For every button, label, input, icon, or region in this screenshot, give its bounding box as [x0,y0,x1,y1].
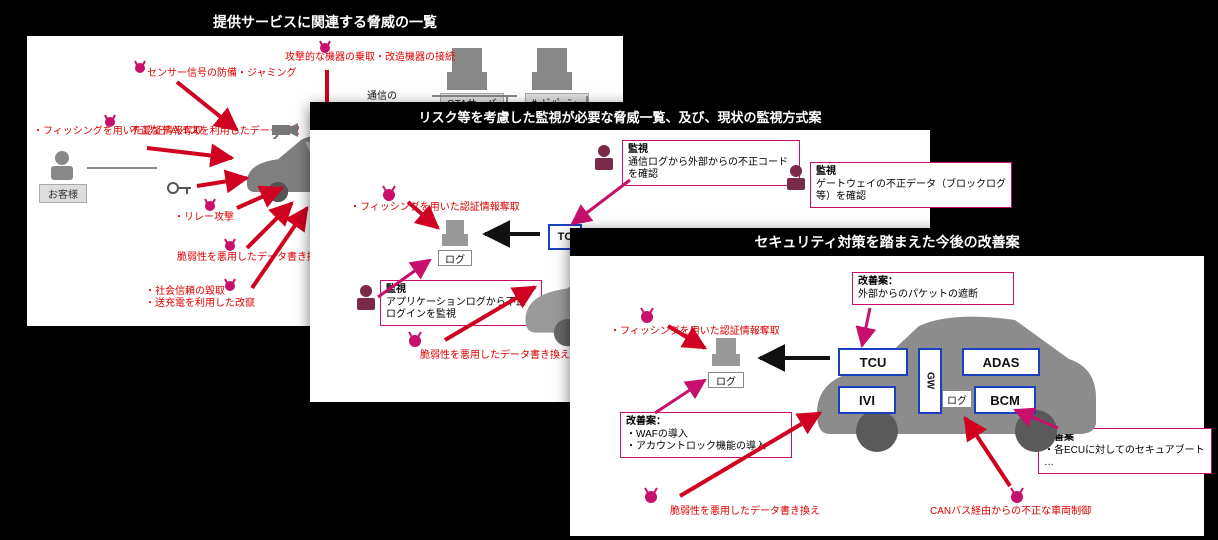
monitor-body: アプリケーションログから不正 ログインを監視 [386,297,536,322]
monitor-hdr: 監視 [628,144,794,157]
monitor-hdr: 監視 [386,284,536,297]
person-icon [354,284,378,310]
s3-phishing: ・フィッシングを用いた認証情報奪取 [610,326,780,338]
slide1-title: 提供サービスに関連する脅威の一覧 [27,8,623,36]
improve-body: ・WAFの導入 ・アカウントロック機能の導入 [626,429,786,454]
devil-icon [1008,486,1026,509]
devil-icon [317,38,333,59]
devil-icon [132,58,148,79]
log-server-icon [440,220,474,250]
s3-vuln: 脆弱性を悪用したデータ書き換え [670,506,820,518]
key-icon [167,180,193,196]
devil-icon [638,306,656,329]
car-icon [802,300,1102,460]
devil-icon [202,196,218,217]
improve-waf-box: 改善案： ・WAFの導入 ・アカウントロック機能の導入 [620,412,792,458]
devil-icon [642,486,660,509]
ecu-gw: GW [918,348,942,414]
threat-top-attack: 攻撃的な機器の乗取・改造機器の接続 [285,52,455,64]
devil-icon [380,184,398,207]
monitor-comm-box: 監視 通信ログから外部からの不正コード を確認 [622,140,800,186]
devil-icon [222,276,238,297]
stage: 提供サービスに関連する脅威の一覧 OTAサーバ ｻｰﾄﾞﾊﾟｰﾃｨｰ センサー信… [0,0,1218,540]
threat-sensor-jam: センサー信号の防備・ジャミング [147,68,297,80]
devil-icon [406,330,424,353]
monitor-body: ゲートウェイの不正データ（ブロックログ 等）を確認 [816,179,1006,204]
threat-vuln-rewrite: 脆弱性を悪用したデータ書き換え [177,252,327,264]
s2-phishing: ・フィッシングを用いた認証情報奪取 [350,202,520,214]
improve-hdr: 改善案： [858,276,1008,289]
ecu-bcm: BCM [974,386,1036,414]
server-third [527,46,587,98]
s2-log-label: ログ [438,250,472,266]
ecu-ivi: IVI [838,386,896,414]
ecu-tcu: TCU [838,348,908,376]
person-icon [592,144,616,170]
slide2-title: リスク等を考慮した監視が必要な脅威一覧、及び、現状の監視方式案 [310,102,930,130]
customer-label: お客様 [39,184,87,203]
monitor-body: 通信ログから外部からの不正コード を確認 [628,157,794,182]
slide3-title: セキュリティ対策を踏まえた今後の改善案 [570,228,1204,256]
monitor-hdr: 監視 [816,166,1006,179]
devil-icon [102,112,118,133]
ecu-adas: ADAS [962,348,1040,376]
ecu-log: ログ [942,390,972,408]
s3-log-label: ログ [708,372,744,388]
log-server-icon [710,338,746,370]
threat-bottom: ・社会信頼の毀取 ・送充電を利用した改竄 [145,286,255,310]
improve-hdr: 改善案： [626,416,786,429]
customer-icon [45,148,79,182]
slide-improvement: セキュリティ対策を踏まえた今後の改善案 改善案： 外部からのパケットの遮断 改善… [570,228,1204,536]
devil-icon [222,236,238,257]
threat-comm: 通信の [367,87,397,102]
person-icon [784,164,808,190]
monitor-gw-box: 監視 ゲートウェイの不正データ（ブロックログ 等）を確認 [810,162,1012,208]
